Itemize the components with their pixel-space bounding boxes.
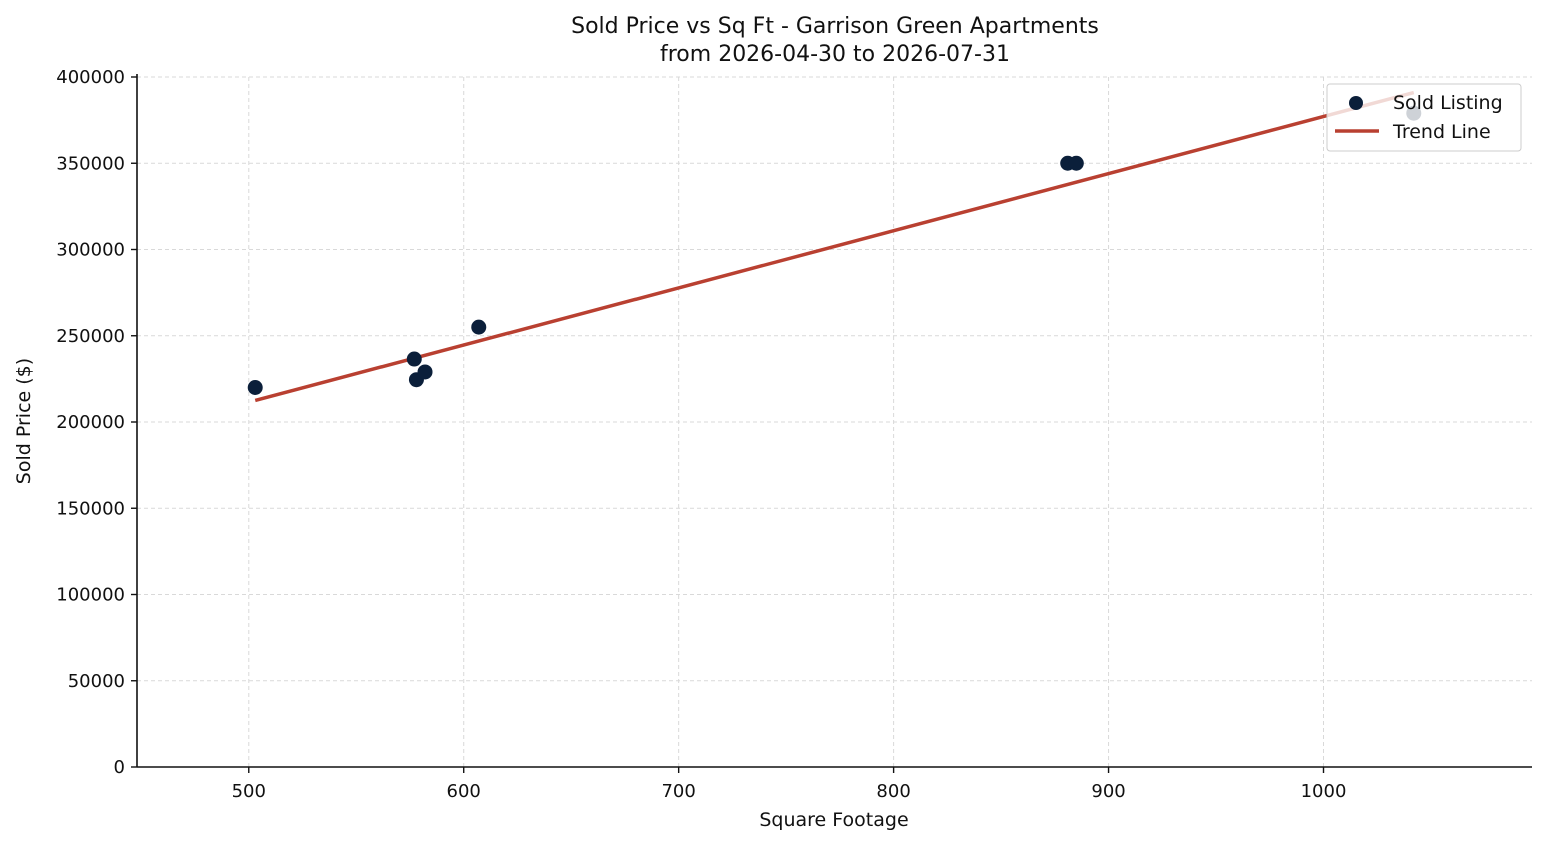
- x-tick-label: 900: [1091, 781, 1125, 802]
- y-tick-label: 150000: [56, 498, 125, 519]
- legend-box: [1326, 83, 1522, 152]
- y-tick-label: 250000: [56, 326, 125, 347]
- y-tick-label: 100000: [56, 585, 125, 606]
- y-tick-label: 300000: [56, 240, 125, 261]
- x-axis-label: Square Footage: [759, 809, 908, 831]
- data-point: [406, 351, 422, 367]
- legend-label-trend-line: Trend Line: [1392, 121, 1491, 143]
- data-point: [417, 364, 433, 380]
- x-tick-label: 1000: [1301, 781, 1347, 802]
- grid-layer: [137, 76, 1532, 768]
- y-axis-label: Sold Price ($): [13, 358, 35, 484]
- x-tick-label: 600: [447, 781, 481, 802]
- chart-subtitle: from 2026-04-30 to 2026-07-31: [660, 42, 1010, 67]
- y-tick-label: 350000: [56, 153, 125, 174]
- y-tick-label: 400000: [56, 67, 125, 88]
- legend-label-sold-listing: Sold Listing: [1393, 92, 1503, 114]
- x-tick-label: 800: [876, 781, 910, 802]
- x-tick-label: 500: [232, 781, 266, 802]
- data-point: [247, 380, 263, 395]
- y-tick-label: 50000: [68, 671, 125, 692]
- chart-title: Sold Price vs Sq Ft - Garrison Green Apa…: [571, 14, 1099, 39]
- y-tick-label: 0: [114, 757, 125, 778]
- legend: Sold Listing Trend Line: [1326, 83, 1522, 152]
- data-point: [471, 319, 487, 335]
- axis-layer: 500 600 700 800 900 1000 0 50000 100000 150000 200…: [56, 67, 1532, 802]
- legend-marker-sold-listing: [1349, 96, 1363, 110]
- trend-layer: [254, 90, 1415, 403]
- trend-line: [254, 90, 1415, 403]
- point-layer: [247, 105, 1422, 395]
- y-tick-label: 200000: [56, 412, 125, 433]
- x-tick-label: 700: [661, 781, 695, 802]
- data-point: [1068, 155, 1084, 171]
